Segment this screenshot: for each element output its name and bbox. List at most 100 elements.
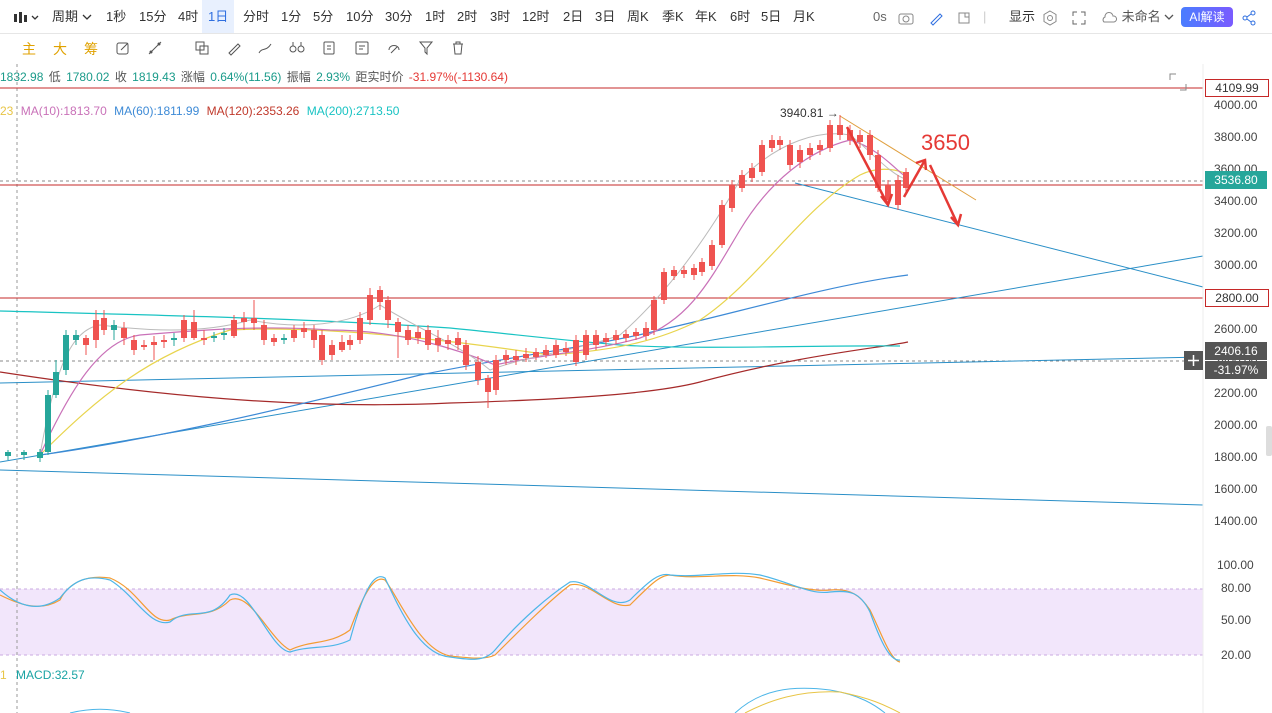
candle-body: [895, 180, 901, 205]
candle-body: [691, 268, 697, 275]
candle-body: [681, 270, 687, 274]
candle-body: [837, 125, 843, 135]
settings-icon[interactable]: [1042, 0, 1058, 33]
display-button[interactable]: 显示: [1009, 9, 1036, 24]
candle-body: [875, 155, 881, 188]
peak-value: 3940.81: [780, 106, 824, 120]
layout-selector[interactable]: 未命名: [1100, 0, 1174, 33]
price-axis-tick: 1600.00: [1214, 482, 1258, 496]
share-icon[interactable]: [1241, 0, 1257, 33]
chart-type-selector[interactable]: [12, 0, 42, 33]
ma5-value: 23: [0, 104, 14, 118]
interval-tab[interactable]: 3日: [595, 9, 616, 24]
main-chart-toggle[interactable]: 主: [22, 41, 36, 57]
note-icon[interactable]: [354, 40, 370, 56]
price-tag-support[interactable]: 2800.00: [1205, 289, 1269, 307]
camera-icon[interactable]: [898, 0, 914, 33]
interval-tab[interactable]: 5分: [313, 9, 334, 24]
arrow-right-icon: →: [826, 106, 839, 120]
divider: |: [983, 9, 987, 24]
candle-body: [623, 334, 629, 338]
candle-body: [21, 452, 27, 455]
measure-icon[interactable]: [321, 40, 337, 56]
candle-body: [827, 125, 833, 148]
candle-body: [385, 300, 391, 320]
candlestick-icon: [14, 11, 39, 23]
target-annotation: 3650: [921, 130, 970, 155]
candle-body: [131, 340, 137, 350]
interval-tab[interactable]: 15分: [139, 9, 167, 24]
trendline-rising[interactable]: [0, 255, 1204, 463]
trendline-falling[interactable]: [794, 182, 1204, 288]
candle-body: [643, 328, 649, 336]
period-dropdown[interactable]: 周期: [52, 0, 92, 33]
ai-interpret-button[interactable]: AI解读: [1181, 7, 1233, 27]
candle-body: [5, 452, 11, 456]
pattern-icon[interactable]: [289, 40, 305, 56]
interval-tab[interactable]: 30分: [385, 9, 413, 24]
price-axis-tick: 1800.00: [1214, 450, 1258, 464]
candle-body: [857, 135, 863, 142]
candle-body: [377, 290, 383, 302]
trash-icon[interactable]: [450, 40, 466, 56]
trendline-channel-top[interactable]: [839, 115, 977, 201]
interval-tab[interactable]: 2时: [457, 9, 478, 24]
candle-body: [141, 345, 147, 347]
trendline-flat[interactable]: [0, 356, 1204, 384]
chip-toggle[interactable]: 筹: [84, 41, 98, 57]
top-toolbar: 周期 1秒 15分 4时 1日 分时 1分 5分 10分 30分 1时 2时 3时 12时 2日 3日 周K 季…: [0, 0, 1272, 34]
interval-tab[interactable]: 2日: [563, 9, 584, 24]
candle-body: [181, 320, 187, 338]
arrow-down-1: [845, 126, 890, 206]
candle-body: [329, 345, 335, 355]
trendline-lower[interactable]: [0, 469, 1204, 506]
price-tag-top[interactable]: 4109.99: [1205, 79, 1269, 97]
macd-left-curve: [69, 708, 131, 713]
candle-body: [455, 338, 461, 345]
candle-body: [493, 360, 499, 390]
add-crosshair-button[interactable]: [1184, 351, 1203, 370]
draw-pen-icon[interactable]: [928, 0, 944, 33]
interval-tab[interactable]: 10分: [346, 9, 374, 24]
candle-body: [231, 320, 237, 336]
select-shape-icon[interactable]: [194, 40, 210, 56]
interval-tab[interactable]: 1日: [202, 0, 235, 33]
kdj-band: [0, 589, 1203, 655]
price-tag-current[interactable]: 3536.80: [1205, 171, 1267, 189]
macd-value: MACD:32.57: [16, 668, 85, 682]
magnet-icon[interactable]: [386, 40, 402, 56]
interval-tab[interactable]: 4时: [178, 9, 199, 24]
candle-body: [45, 395, 51, 452]
countdown-text: 0s: [873, 9, 887, 24]
interval-tab[interactable]: 5日: [761, 9, 782, 24]
interval-tab[interactable]: 分时: [243, 9, 270, 24]
interval-tab[interactable]: 12时: [522, 9, 550, 24]
ohlc-dist-label: 距实时价: [355, 70, 407, 84]
kdj-axis-tick: 50.00: [1221, 613, 1252, 627]
edit-box-icon[interactable]: [115, 40, 131, 56]
ruler-icon[interactable]: [147, 40, 163, 56]
pencil-icon[interactable]: [226, 40, 242, 56]
interval-tab[interactable]: 1分: [281, 9, 302, 24]
expand-icon[interactable]: [1071, 0, 1087, 33]
interval-tab[interactable]: 1时: [425, 9, 446, 24]
crosshair-price-tag: 2406.16: [1205, 342, 1267, 360]
interval-tab[interactable]: 季K: [662, 9, 684, 24]
candle-body: [37, 452, 43, 458]
interval-tab[interactable]: 月K: [793, 9, 815, 24]
candle-body: [211, 336, 217, 338]
interval-tab[interactable]: 周K: [627, 9, 649, 24]
expand-chart-icon[interactable]: [1169, 73, 1187, 91]
side-scroll-handle[interactable]: [1266, 426, 1272, 456]
filter-icon[interactable]: [418, 40, 434, 56]
fullscreen-draw-icon[interactable]: [956, 0, 972, 33]
candle-body: [749, 168, 755, 178]
interval-tab[interactable]: 1秒: [106, 9, 127, 24]
big-order-toggle[interactable]: 大: [53, 41, 67, 57]
interval-tab[interactable]: 3时: [490, 9, 511, 24]
interval-tab[interactable]: 6时: [730, 9, 751, 24]
brush-icon[interactable]: [257, 40, 273, 56]
ohlc-low: 1780.02: [66, 70, 110, 84]
interval-tab[interactable]: 年K: [695, 9, 717, 24]
